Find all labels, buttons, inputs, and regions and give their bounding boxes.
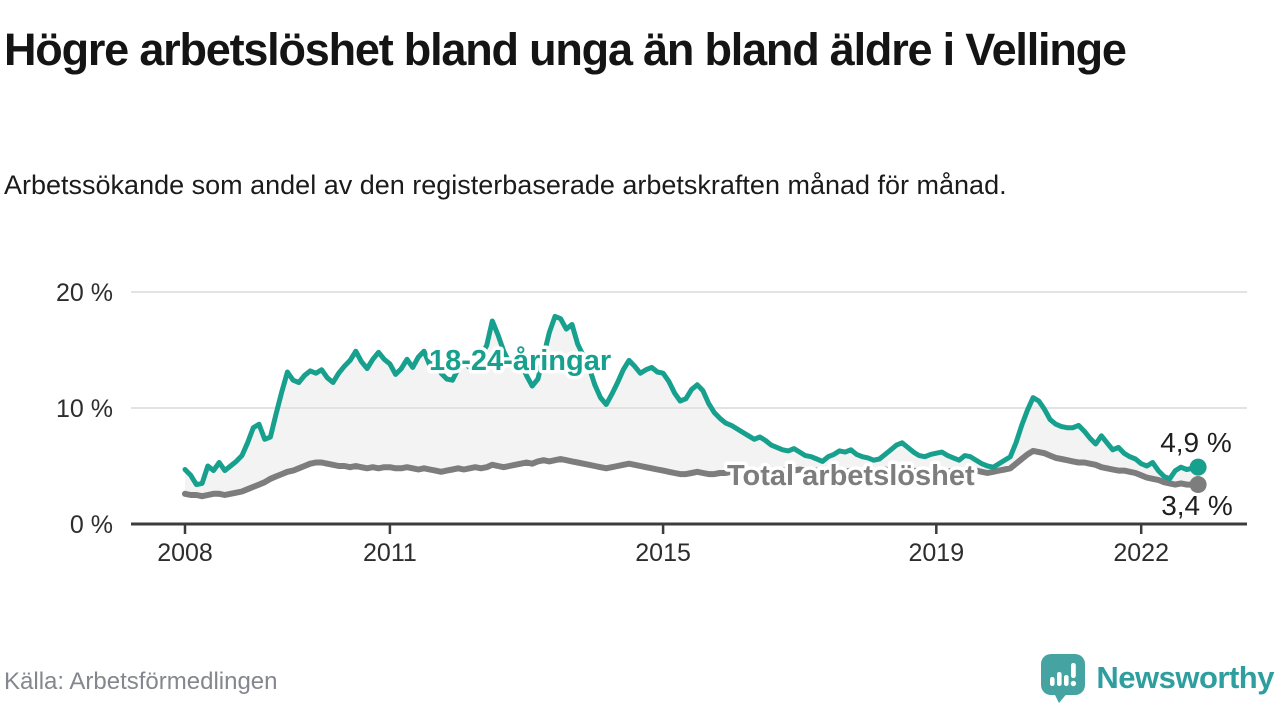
- page-title: Högre arbetslöshet bland unga än bland ä…: [4, 24, 1127, 75]
- x-axis-label: 2022: [1113, 539, 1169, 567]
- y-axis-label: 20 %: [56, 279, 113, 307]
- x-axis-label: 2011: [363, 539, 417, 567]
- chart-subtitle: Arbetssökande som andel av den registerb…: [4, 170, 1007, 200]
- end-value-label-total: 3,4 %: [1161, 490, 1233, 521]
- newsworthy-wordmark: Newsworthy: [1096, 660, 1274, 695]
- series-label-total: Total arbetslöshet: [727, 460, 975, 492]
- x-axis-label: 2019: [908, 539, 964, 567]
- x-axis-label: 2015: [635, 539, 691, 567]
- x-axis-label: 2008: [157, 539, 213, 567]
- series-line-youth-18-24: [182, 313, 1201, 488]
- end-dot-youth-18-24: [1189, 458, 1207, 476]
- end-dot-total: [1189, 476, 1207, 494]
- y-axis-label: 10 %: [56, 395, 113, 423]
- newsworthy-logo: Newsworthy: [1040, 652, 1274, 704]
- series-label-youth-18-24: 18-24-åringar: [429, 345, 611, 377]
- end-value-label-youth-18-24: 4,9 %: [1160, 427, 1232, 458]
- source-note: Källa: Arbetsförmedlingen: [4, 668, 278, 695]
- speech-bubble-chart-icon: [1041, 654, 1086, 703]
- newsworthy-logo-icon: [1041, 654, 1086, 703]
- area-between-series: [185, 316, 1199, 497]
- y-axis-label: 0 %: [70, 511, 113, 539]
- series-line-total: [182, 447, 1202, 500]
